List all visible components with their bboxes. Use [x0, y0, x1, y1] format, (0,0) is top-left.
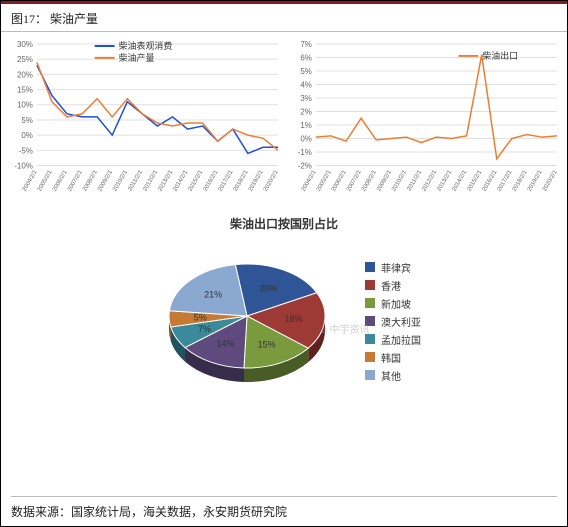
footer: 数据来源：国家统计局，海关数据，永安期货研究院 [11, 496, 557, 520]
svg-text:7%: 7% [300, 40, 312, 49]
legend-label: 澳大利亚 [381, 314, 421, 329]
svg-text:20%: 20% [17, 70, 33, 79]
legend-label: 香港 [381, 278, 401, 293]
svg-text:18%: 18% [285, 315, 303, 325]
pie-legend: 菲律宾香港新加坡澳大利亚孟加拉国韩国其他 [365, 257, 421, 386]
svg-text:15%: 15% [17, 86, 33, 95]
svg-text:-5%: -5% [19, 146, 33, 155]
footer-text: 数据来源：国家统计局，海关数据，永安期货研究院 [11, 505, 287, 519]
pie-legend-item: 新加坡 [365, 296, 421, 311]
legend-swatch [365, 262, 375, 272]
pie-wrap: 20% 18% 15% 14% 7%5% 21% 菲律宾香港新加坡澳大利亚孟加拉国韩国其他 [147, 236, 421, 406]
legend-label: 其他 [381, 368, 401, 383]
pie-legend-item: 澳大利亚 [365, 314, 421, 329]
footer-divider [11, 496, 557, 497]
svg-text:6%: 6% [300, 53, 312, 62]
svg-text:3%: 3% [300, 94, 312, 103]
svg-text:5%: 5% [21, 116, 33, 125]
svg-text:2%: 2% [300, 108, 312, 117]
pie-legend-item: 香港 [365, 278, 421, 293]
svg-text:柴油出口: 柴油出口 [482, 50, 518, 61]
svg-text:-1%: -1% [298, 148, 312, 157]
svg-text:4%: 4% [300, 80, 312, 89]
watermark: ⌀ 中宇资讯 [321, 321, 370, 336]
legend-label: 韩国 [381, 350, 401, 365]
svg-text:5%: 5% [194, 313, 207, 323]
legend-label: 新加坡 [381, 296, 411, 311]
pie-chart-area: 柴油出口按国别占比 20% 18% 15% 14% 7%5% 21% 菲律宾香港新加坡澳大… [1, 207, 567, 406]
figure-title: 柴油产量 [50, 12, 98, 26]
left-line-chart: -10%-5%0%5%10%15%20%25%30%2004/2/12005/2… [5, 38, 284, 207]
legend-swatch [365, 280, 375, 290]
pie-legend-item: 孟加拉国 [365, 332, 421, 347]
pie-legend-item: 韩国 [365, 350, 421, 365]
svg-text:7%: 7% [198, 324, 211, 334]
svg-text:30%: 30% [17, 40, 33, 49]
svg-text:-2%: -2% [298, 162, 312, 171]
svg-text:21%: 21% [204, 290, 222, 300]
svg-text:15%: 15% [258, 340, 276, 350]
svg-text:20%: 20% [260, 284, 278, 294]
svg-text:0%: 0% [300, 135, 312, 144]
legend-label: 菲律宾 [381, 260, 411, 275]
pie-svg: 20% 18% 15% 14% 7%5% 21% [147, 236, 347, 406]
right-line-chart-svg: -2%-1%0%1%2%3%4%5%6%7%2004/2/12005/2/120… [284, 38, 563, 207]
svg-text:柴油表观消费: 柴油表观消费 [119, 40, 173, 51]
pie-legend-item: 菲律宾 [365, 260, 421, 275]
svg-text:10%: 10% [17, 101, 33, 110]
legend-swatch [365, 298, 375, 308]
figure-label: 图17： [11, 12, 47, 26]
left-line-chart-svg: -10%-5%0%5%10%15%20%25%30%2004/2/12005/2… [5, 38, 284, 207]
pie-chart-box: 柴油出口按国别占比 20% 18% 15% 14% 7%5% 21% 菲律宾香港新加坡澳大… [147, 215, 421, 406]
legend-label: 孟加拉国 [381, 332, 421, 347]
svg-text:柴油产量: 柴油产量 [119, 52, 155, 63]
legend-swatch [365, 370, 375, 380]
svg-text:-10%: -10% [14, 162, 33, 171]
pie-legend-item: 其他 [365, 368, 421, 383]
top-charts-row: -10%-5%0%5%10%15%20%25%30%2004/2/12005/2… [1, 32, 567, 207]
svg-text:0%: 0% [21, 131, 33, 140]
svg-text:2020/2/1: 2020/2/1 [263, 169, 280, 193]
svg-text:2020/2/1: 2020/2/1 [542, 169, 559, 193]
svg-text:14%: 14% [216, 339, 234, 349]
figure-container: 图17： 柴油产量 -10%-5%0%5%10%15%20%25%30%2004… [0, 0, 568, 527]
svg-text:25%: 25% [17, 55, 33, 64]
pie-title: 柴油出口按国别占比 [147, 215, 421, 232]
svg-text:1%: 1% [300, 121, 312, 130]
svg-text:5%: 5% [300, 67, 312, 76]
figure-header: 图17： 柴油产量 [1, 4, 567, 32]
legend-swatch [365, 352, 375, 362]
right-line-chart: -2%-1%0%1%2%3%4%5%6%7%2004/2/12005/2/120… [284, 38, 563, 207]
